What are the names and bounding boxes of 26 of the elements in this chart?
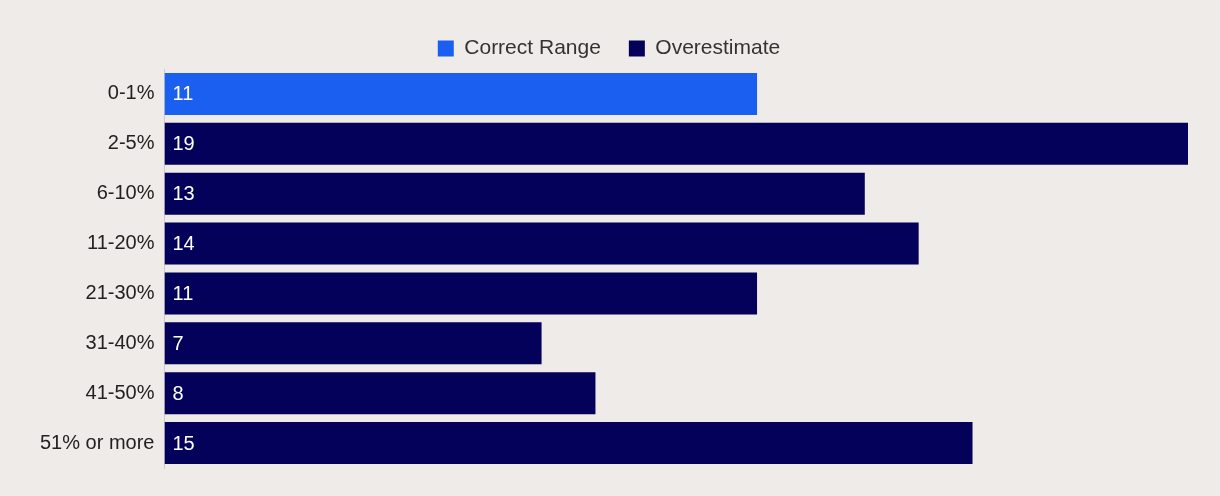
bar [164, 372, 596, 415]
bar [164, 172, 865, 215]
data-label: 13 [172, 182, 195, 205]
bar [164, 72, 758, 115]
y-tick-label: 11-20% [87, 231, 155, 254]
bar [164, 222, 919, 265]
y-tick-label: 21-30% [85, 280, 155, 303]
y-tick-label: 2-5% [107, 131, 155, 154]
data-label: 11 [172, 281, 194, 304]
bar [164, 422, 973, 465]
bar [164, 272, 758, 315]
bar [164, 322, 542, 365]
data-label: 7 [172, 331, 184, 354]
y-tick-label: 0-1% [107, 81, 155, 104]
y-tick-label: 51% or more [39, 430, 155, 453]
data-label: 15 [172, 431, 195, 454]
legend-label: Correct Range [464, 35, 601, 59]
data-label: 11 [172, 82, 194, 105]
legend-label: Overestimate [655, 35, 781, 59]
y-tick-label: 6-10% [96, 181, 155, 204]
data-label: 14 [172, 232, 195, 255]
data-label: 8 [172, 381, 184, 404]
y-tick-label: 31-40% [85, 330, 155, 353]
data-label: 19 [172, 132, 195, 155]
bar [164, 122, 1188, 165]
y-tick-label: 41-50% [85, 380, 155, 403]
